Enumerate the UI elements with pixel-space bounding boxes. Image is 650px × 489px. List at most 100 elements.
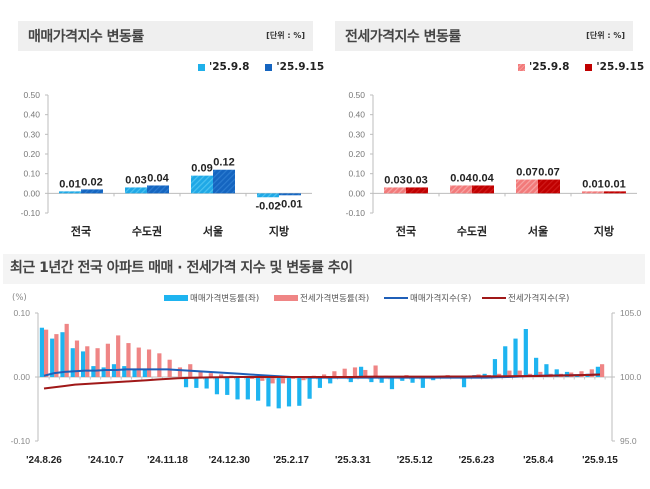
jeonse-rate-bar — [54, 334, 59, 377]
bar-curr — [406, 187, 428, 194]
bar-value-label: 0.07 — [538, 167, 559, 179]
trend-chart: 0.10 0.00 -0.10 105.0 100.0 95.0 '24.8.26 '24.1… — [11, 308, 642, 466]
trend-legend-sale-rate: 매매가격변동률(좌) — [164, 292, 259, 304]
y-tick-label: 0.20 — [348, 149, 365, 159]
bar-prev — [516, 179, 538, 194]
bar-prev — [125, 187, 147, 194]
sale-rate-bar — [204, 377, 209, 389]
jeonse-rate-bar — [136, 347, 141, 377]
legend-label-sale-prev: '25.9.8 — [209, 61, 250, 73]
legend-swatch-jeonse-prev — [518, 63, 525, 71]
sale-panel-unit: [단위 : %] — [266, 31, 305, 40]
jeonse-rate-bar — [342, 368, 347, 377]
jeonse-rate-bar — [167, 359, 172, 377]
sale-rate-bar — [389, 377, 395, 390]
sale-rate-bar — [70, 348, 75, 377]
jeonse-rate-bar — [260, 377, 265, 381]
x-tick-label: '25.9.15 — [582, 455, 618, 466]
bar-value-label: 0.03 — [384, 174, 405, 186]
jeonse-rate-bar — [219, 374, 224, 377]
x-tick-label: '24.12.30 — [209, 455, 251, 466]
x-tick-label: '25.5.12 — [397, 455, 433, 466]
jeonse-rate-bar — [95, 348, 100, 377]
legend-swatch-sale-rate — [164, 295, 188, 301]
x-category-label: 수도권 — [457, 225, 487, 238]
x-category-label: 지방 — [594, 224, 614, 238]
bar-value-label: 0.02 — [81, 176, 102, 188]
sale-panel-header: 매매가격지수 변동률 [단위 : %] — [18, 21, 313, 51]
jeonse-rate-bar — [280, 377, 286, 384]
y-tick-label: 0.40 — [23, 110, 40, 120]
y-tick-label: 0.00 — [348, 188, 365, 198]
bar-curr — [147, 185, 169, 194]
jeonse-rate-bar — [105, 343, 110, 377]
sale-rate-bar — [214, 377, 220, 395]
sale-legend: '25.9.8 '25.9.15 — [198, 61, 324, 73]
trend-legend-sale-index: 매매가격지수(우) — [384, 292, 471, 304]
jeonse-rate-bar — [373, 365, 378, 377]
bar-curr — [81, 189, 103, 194]
sale-rate-bar — [225, 377, 230, 395]
trend-legend-jeonse-rate: 전세가격변동률(좌) — [274, 292, 369, 304]
right-y-tick-label: 105.0 — [620, 308, 642, 318]
jeonse-index-line — [43, 373, 601, 390]
sale-rate-bar — [39, 327, 44, 377]
bar-value-label: 0.09 — [191, 163, 212, 175]
sale-rate-bar — [183, 377, 189, 388]
sale-rate-bar — [379, 377, 384, 383]
legend-label-jeonse-rate: 전세가격변동률(좌) — [300, 294, 370, 304]
bar-curr — [472, 185, 494, 194]
jeonse-rate-bar — [352, 367, 358, 377]
jeonse-rate-bar — [44, 329, 49, 377]
sale-rate-bar — [307, 377, 312, 399]
y-tick-label: 0.10 — [23, 169, 40, 179]
legend-label-sale-curr: '25.9.15 — [276, 61, 325, 73]
jeonse-rate-bar — [270, 377, 275, 384]
left-y-tick-label: -0.10 — [11, 436, 31, 446]
bar-curr — [213, 169, 235, 194]
trend-legend-jeonse-index: 전세가격지수(우) — [482, 292, 569, 304]
sale-rate-bar — [420, 377, 425, 388]
sale-rate-bar — [369, 377, 374, 383]
left-y-tick-label: 0.10 — [13, 308, 30, 318]
x-tick-label: '24.11.18 — [147, 455, 188, 466]
bar-value-label: 0.01 — [59, 178, 80, 190]
jeonse-rate-bar — [363, 369, 368, 377]
x-category-label: 서울 — [203, 224, 223, 238]
x-category-label: 수도권 — [132, 225, 162, 238]
sale-rate-bar — [513, 338, 518, 377]
y-tick-label: 0.50 — [23, 90, 40, 100]
bar-value-label: 0.01 — [582, 178, 603, 190]
left-y-tick-label: 0.00 — [13, 372, 30, 382]
jeonse-rate-bar — [177, 367, 183, 377]
bar-value-label: 0.07 — [516, 167, 537, 179]
sale-rate-bar — [461, 377, 467, 388]
legend-label-sale-index: 매매가격지수(우) — [410, 294, 472, 304]
jeonse-panel-header: 전세가격지수 변동률 [단위 : %] — [335, 21, 633, 51]
x-tick-label: '25.6.23 — [459, 455, 495, 466]
sale-rate-bar — [245, 377, 250, 400]
y-tick-label: -0.10 — [346, 208, 366, 218]
sale-rate-bar — [523, 329, 528, 377]
y-tick-label: 0.50 — [348, 90, 365, 100]
sale-rate-bar — [80, 351, 86, 377]
sale-rate-bar — [348, 377, 353, 383]
jeonse-rate-bar — [74, 340, 80, 377]
legend-label-jeonse-curr: '25.9.15 — [596, 61, 645, 73]
x-category-label: 전국 — [71, 224, 91, 238]
sale-rate-bar — [132, 369, 137, 377]
sale-rate-bar — [276, 377, 281, 409]
sale-rate-bar — [328, 377, 333, 384]
jeonse-rate-bar — [517, 370, 522, 377]
jeonse-panel-title: 전세가격지수 변동률 — [345, 29, 461, 45]
sale-rate-bar — [122, 366, 127, 377]
jeonse-rate-bar — [208, 373, 213, 377]
bar-value-label: -0.01 — [277, 198, 302, 210]
sale-rate-bar — [286, 377, 292, 407]
sale-rate-bar — [60, 332, 65, 377]
x-tick-label: '25.8.4 — [523, 455, 554, 466]
y-tick-label: 0.20 — [23, 149, 40, 159]
bar-value-label: 0.12 — [213, 157, 234, 169]
x-tick-label: '24.10.7 — [88, 455, 124, 466]
jeonse-rate-bar — [600, 364, 605, 377]
